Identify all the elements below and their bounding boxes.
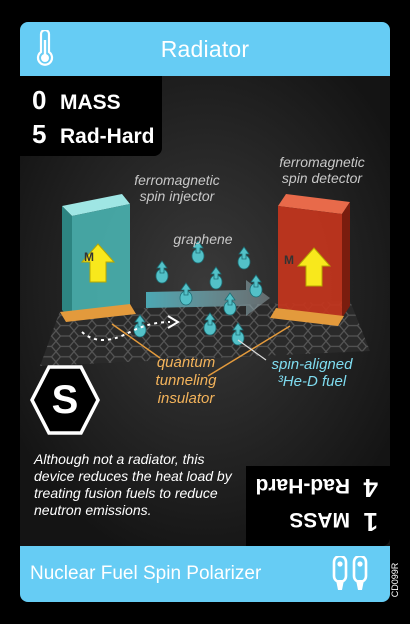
radhard-label: Rad-Hard <box>60 125 155 148</box>
card-header: Radiator <box>20 22 390 76</box>
mass-value-flipped: 1 <box>363 507 378 537</box>
supply-s-icon: S <box>30 365 100 435</box>
radhard-value: 5 <box>32 119 47 149</box>
spin-particle <box>249 274 263 298</box>
spin-particle <box>203 312 217 336</box>
injector-magnet-label: M <box>84 250 94 264</box>
illustration: M M <box>20 76 390 546</box>
card-name: Nuclear Fuel Spin Polarizer <box>30 563 262 584</box>
spin-beam-arrow <box>146 280 270 316</box>
card-type: Radiator <box>160 36 250 62</box>
spin-particle <box>155 260 169 284</box>
mass-label-flipped: MASS <box>289 508 350 531</box>
tunneling-path <box>81 321 171 341</box>
fuel-leader <box>237 339 267 361</box>
injector-label: ferromagnetic spin injector <box>134 172 220 204</box>
spin-injector: M <box>60 194 136 322</box>
card-code: CD099R <box>390 562 400 598</box>
spin-particle <box>237 246 251 270</box>
detector-label: ferromagnetic spin detector <box>279 154 365 186</box>
spin-detector: M <box>270 194 350 326</box>
mass-stat: 0 MASS <box>32 84 121 116</box>
radhard-stat-flipped: 4 Rad-Hard <box>255 472 378 504</box>
card-footer: Nuclear Fuel Spin Polarizer CD099R <box>20 546 400 602</box>
mass-label: MASS <box>60 91 121 114</box>
radhard-label-flipped: Rad-Hard <box>255 474 350 497</box>
detector-magnet-label: M <box>284 253 294 267</box>
spin-particle <box>223 292 237 316</box>
stats-bottom-inverted: 1 MASS 4 Rad-Hard <box>246 466 390 546</box>
radhard-value-flipped: 4 <box>363 473 378 503</box>
graphene-label: graphene <box>173 231 233 247</box>
spin-particle <box>191 240 205 264</box>
mass-stat-flipped: 1 MASS <box>289 506 378 538</box>
tunneling-label: quantum tunneling insulator <box>155 354 217 407</box>
spin-particle <box>209 266 223 290</box>
thermometer-icon <box>36 30 54 66</box>
mass-value: 0 <box>32 85 47 115</box>
fuel-label: spin-aligned ³He-D fuel <box>271 356 353 390</box>
stats-top: 0 MASS 5 Rad-Hard <box>20 76 162 156</box>
flavor-text: Although not a radiator, this device red… <box>34 451 232 518</box>
insulator-leader <box>111 323 161 359</box>
supply-letter: S <box>52 378 79 422</box>
radhard-stat: 5 Rad-Hard <box>32 118 155 150</box>
thruster-icon <box>332 556 368 590</box>
spin-particle <box>179 282 193 306</box>
